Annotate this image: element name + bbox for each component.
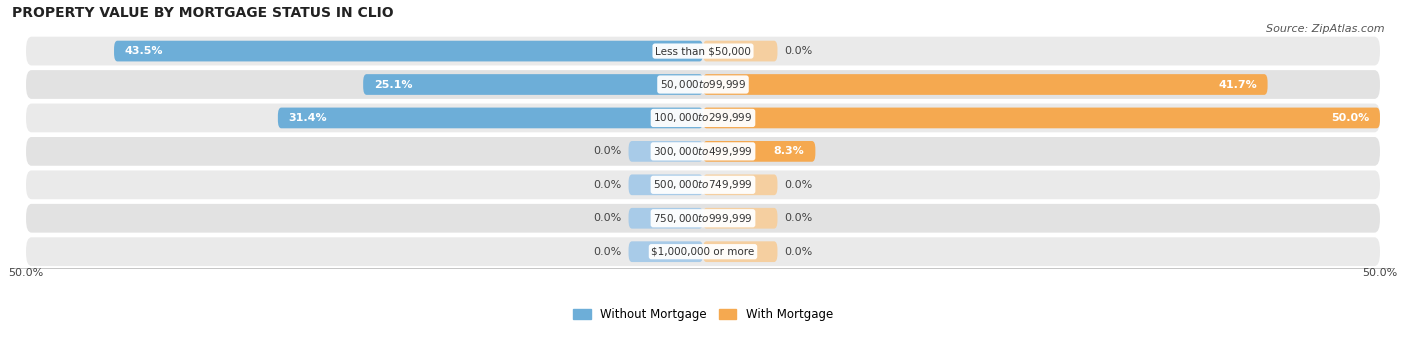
Text: 0.0%: 0.0% [785, 180, 813, 190]
FancyBboxPatch shape [703, 241, 778, 262]
FancyBboxPatch shape [27, 137, 1379, 166]
Text: 8.3%: 8.3% [773, 146, 804, 157]
Text: 0.0%: 0.0% [593, 180, 621, 190]
Text: 50.0%: 50.0% [8, 268, 44, 278]
Text: $1,000,000 or more: $1,000,000 or more [651, 247, 755, 257]
Text: 41.7%: 41.7% [1218, 79, 1257, 89]
FancyBboxPatch shape [27, 104, 1379, 132]
Text: $500,000 to $749,999: $500,000 to $749,999 [654, 178, 752, 191]
Text: 0.0%: 0.0% [593, 247, 621, 257]
Text: $750,000 to $999,999: $750,000 to $999,999 [654, 212, 752, 225]
FancyBboxPatch shape [703, 141, 815, 162]
Text: 50.0%: 50.0% [1362, 268, 1398, 278]
FancyBboxPatch shape [703, 208, 778, 228]
Legend: Without Mortgage, With Mortgage: Without Mortgage, With Mortgage [568, 303, 838, 326]
FancyBboxPatch shape [363, 74, 703, 95]
Text: $300,000 to $499,999: $300,000 to $499,999 [654, 145, 752, 158]
Text: 0.0%: 0.0% [785, 46, 813, 56]
Text: PROPERTY VALUE BY MORTGAGE STATUS IN CLIO: PROPERTY VALUE BY MORTGAGE STATUS IN CLI… [13, 5, 394, 19]
FancyBboxPatch shape [703, 41, 778, 61]
Text: 43.5%: 43.5% [125, 46, 163, 56]
Text: 50.0%: 50.0% [1331, 113, 1369, 123]
FancyBboxPatch shape [628, 241, 703, 262]
Text: $50,000 to $99,999: $50,000 to $99,999 [659, 78, 747, 91]
FancyBboxPatch shape [27, 170, 1379, 199]
Text: 0.0%: 0.0% [593, 146, 621, 157]
FancyBboxPatch shape [27, 70, 1379, 99]
Text: Less than $50,000: Less than $50,000 [655, 46, 751, 56]
Text: 31.4%: 31.4% [288, 113, 328, 123]
FancyBboxPatch shape [27, 237, 1379, 266]
FancyBboxPatch shape [628, 141, 703, 162]
FancyBboxPatch shape [27, 37, 1379, 65]
Text: 0.0%: 0.0% [785, 213, 813, 223]
FancyBboxPatch shape [703, 175, 778, 195]
FancyBboxPatch shape [628, 208, 703, 228]
Text: 0.0%: 0.0% [785, 247, 813, 257]
Text: 0.0%: 0.0% [593, 213, 621, 223]
FancyBboxPatch shape [628, 175, 703, 195]
Text: Source: ZipAtlas.com: Source: ZipAtlas.com [1267, 24, 1385, 34]
FancyBboxPatch shape [703, 107, 1379, 128]
FancyBboxPatch shape [27, 204, 1379, 233]
Text: $100,000 to $299,999: $100,000 to $299,999 [654, 112, 752, 124]
FancyBboxPatch shape [278, 107, 703, 128]
FancyBboxPatch shape [703, 74, 1268, 95]
Text: 25.1%: 25.1% [374, 79, 412, 89]
FancyBboxPatch shape [114, 41, 703, 61]
